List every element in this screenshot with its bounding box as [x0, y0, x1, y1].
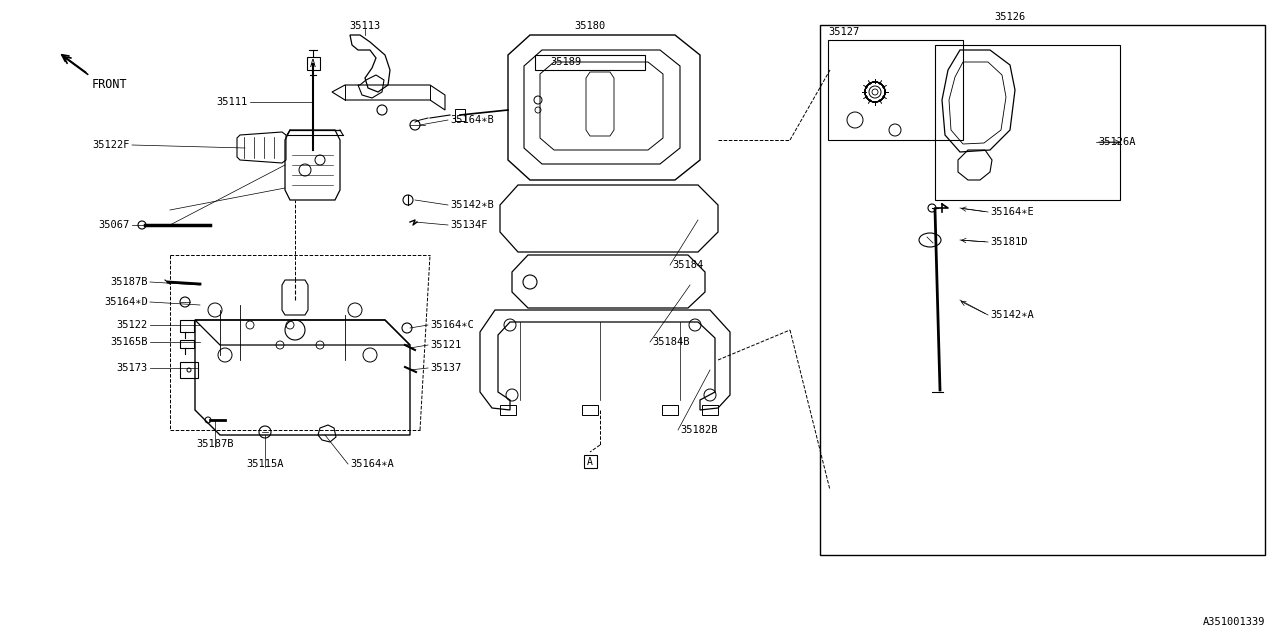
Bar [820, 25, 1265, 555]
Text: FRONT: FRONT [92, 78, 128, 91]
Text: 35122F: 35122F [92, 140, 131, 150]
Text: 35165B: 35165B [110, 337, 148, 347]
Bar [701, 405, 718, 415]
Text: 35127: 35127 [828, 27, 859, 37]
Bar [584, 455, 596, 468]
Text: 35181D: 35181D [989, 237, 1028, 247]
Text: 35187B: 35187B [196, 439, 234, 449]
Text: 35189: 35189 [550, 57, 581, 67]
Text: 35164∗A: 35164∗A [349, 459, 394, 469]
Bar [180, 340, 195, 348]
Text: A351001339: A351001339 [1202, 617, 1265, 627]
Bar [180, 320, 195, 332]
Bar [307, 57, 320, 70]
Bar [582, 405, 598, 415]
Bar [180, 362, 198, 378]
Text: 35067: 35067 [99, 220, 131, 230]
Text: 35115A: 35115A [246, 459, 284, 469]
Text: 35121: 35121 [430, 340, 461, 350]
Text: 35142∗B: 35142∗B [451, 200, 494, 210]
Text: 35173: 35173 [116, 363, 148, 373]
Text: 35134F: 35134F [451, 220, 488, 230]
Text: 35184B: 35184B [652, 337, 690, 347]
Text: 35180: 35180 [575, 21, 605, 31]
Text: A: A [588, 457, 593, 467]
Text: 35182B: 35182B [680, 425, 718, 435]
Text: 35164∗D: 35164∗D [104, 297, 148, 307]
Bar [934, 45, 1120, 200]
Bar [454, 109, 465, 121]
Text: 35164∗E: 35164∗E [989, 207, 1034, 217]
Bar [828, 40, 963, 140]
Text: 35126A: 35126A [1098, 137, 1135, 147]
Bar [500, 405, 516, 415]
Text: 35142∗A: 35142∗A [989, 310, 1034, 320]
Bar [535, 55, 645, 70]
Bar [662, 405, 678, 415]
Text: 35164∗B: 35164∗B [451, 115, 494, 125]
Text: 35126: 35126 [995, 12, 1025, 22]
Text: 35137: 35137 [430, 363, 461, 373]
Text: 35164∗C: 35164∗C [430, 320, 474, 330]
Text: 35111: 35111 [216, 97, 248, 107]
Text: 35122: 35122 [116, 320, 148, 330]
Text: 35184: 35184 [672, 260, 703, 270]
Text: 35187B: 35187B [110, 277, 148, 287]
Text: A: A [310, 59, 316, 69]
Text: 35113: 35113 [349, 21, 380, 31]
